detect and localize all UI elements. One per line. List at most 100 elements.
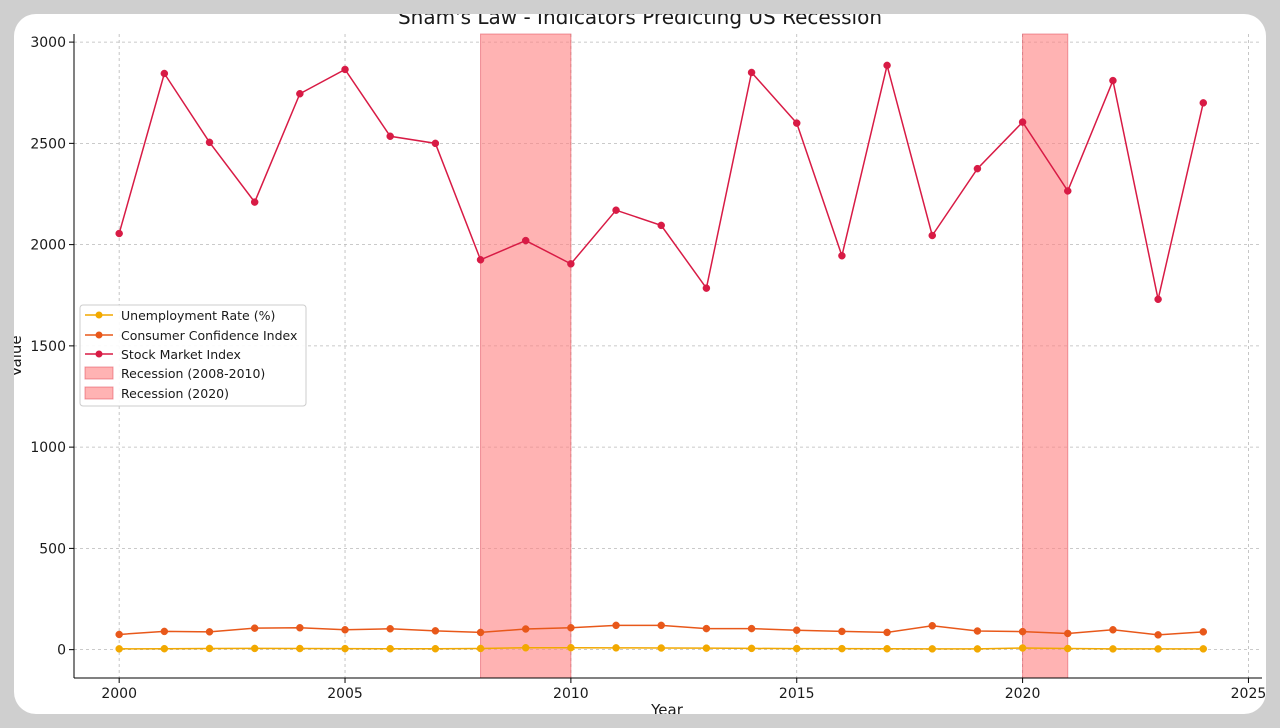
data-point (521, 236, 530, 245)
legend-marker-unemployment (95, 311, 103, 319)
legend-label-consumer-confidence: Consumer Confidence Index (121, 328, 297, 343)
data-point (792, 119, 801, 127)
data-point (567, 643, 575, 652)
data-point (1064, 629, 1072, 638)
data-point (702, 644, 711, 652)
data-point (792, 644, 801, 653)
data-point (928, 645, 937, 653)
data-point (747, 624, 756, 633)
data-point (205, 644, 214, 653)
data-point (883, 628, 891, 637)
data-point (431, 139, 440, 148)
legend-label-recession-2008: Recession (2008-2010) (121, 366, 265, 381)
legend-swatch-recession-2020 (84, 386, 114, 400)
line-chart: 2000 2005 2010 2015 2020 2025 0 500 1000 1500 2000… (14, 14, 1266, 714)
data-point (521, 644, 530, 652)
legend-label-unemployment: Unemployment Rate (%) (121, 308, 275, 323)
y-tick-label: 2500 (30, 136, 66, 152)
data-point (928, 231, 937, 240)
y-tick-label: 500 (39, 541, 66, 557)
data-point (1109, 626, 1117, 634)
data-point (567, 260, 575, 268)
data-point (792, 626, 801, 634)
data-point (476, 644, 485, 653)
legend-marker-stock-market (95, 350, 103, 358)
recession-spans (480, 33, 1069, 679)
data-point (160, 69, 169, 78)
legend-marker-consumer-confidence (95, 331, 103, 339)
data-point (838, 627, 846, 636)
recession-span (480, 33, 572, 679)
data-point (747, 644, 756, 653)
data-point (296, 89, 304, 98)
data-point (205, 628, 214, 636)
data-point (702, 284, 711, 292)
x-tick-label: 2010 (553, 686, 589, 702)
data-point (883, 645, 891, 653)
data-point (657, 221, 665, 230)
data-point (160, 644, 169, 653)
data-point (702, 624, 711, 633)
data-point (1199, 628, 1208, 636)
legend-swatch-recession-2008 (84, 366, 114, 380)
axes: 2000 2005 2010 2015 2020 2025 0 500 1000 1500 2000… (30, 34, 1266, 702)
data-point (341, 626, 349, 634)
x-tick-label: 2015 (779, 686, 815, 702)
data-point (1154, 295, 1162, 304)
data-point (612, 206, 620, 214)
chart-title: Sham's Law - Indicators Predicting US Re… (398, 14, 882, 29)
data-point (341, 644, 349, 653)
data-point (973, 645, 982, 653)
data-point (1018, 644, 1027, 652)
data-point (431, 644, 440, 653)
data-point (973, 164, 982, 173)
y-tick-label: 1000 (30, 440, 66, 456)
data-point (115, 630, 123, 639)
data-point (838, 644, 846, 653)
legend-label-recession-2020: Recession (2020) (121, 386, 229, 401)
data-point (386, 644, 394, 653)
data-point (1018, 118, 1027, 126)
y-tick-label: 3000 (30, 35, 66, 51)
data-point (1064, 644, 1072, 653)
x-tick-label: 2000 (101, 686, 137, 702)
legend-label-stock-market: Stock Market Index (121, 347, 241, 362)
data-point (431, 627, 440, 635)
data-point (386, 132, 394, 141)
data-point (928, 622, 937, 630)
data-point (250, 198, 259, 206)
data-point (883, 61, 891, 70)
data-point (747, 68, 756, 77)
data-point (476, 256, 485, 264)
data-point (1199, 645, 1208, 653)
data-point (612, 621, 620, 630)
data-point (521, 625, 530, 633)
y-axis-title: Value (14, 335, 25, 376)
data-point (1199, 99, 1208, 107)
data-point (1109, 76, 1117, 85)
data-point (1018, 627, 1027, 636)
legend-box (79, 304, 307, 407)
legend: Unemployment Rate (%) Consumer Confidenc… (79, 304, 307, 407)
chart-card: 2000 2005 2010 2015 2020 2025 0 500 1000 1500 2000… (14, 14, 1266, 714)
data-point (973, 627, 982, 635)
x-tick-label: 2020 (1005, 686, 1041, 702)
data-point (1154, 645, 1162, 653)
data-point (1109, 645, 1117, 653)
data-point (476, 628, 485, 637)
data-point (115, 645, 123, 653)
data-point (612, 644, 620, 652)
data-point (296, 644, 304, 653)
data-point (1064, 187, 1072, 195)
data-point (296, 624, 304, 632)
data-point (657, 621, 665, 630)
data-point (341, 65, 349, 74)
data-point (205, 138, 214, 147)
data-point (838, 252, 846, 260)
x-tick-label: 2025 (1231, 686, 1266, 702)
y-tick-label: 1500 (30, 339, 66, 355)
y-tick-label: 2000 (30, 238, 66, 254)
data-point (250, 644, 259, 653)
data-point (567, 624, 575, 632)
data-point (386, 625, 394, 633)
